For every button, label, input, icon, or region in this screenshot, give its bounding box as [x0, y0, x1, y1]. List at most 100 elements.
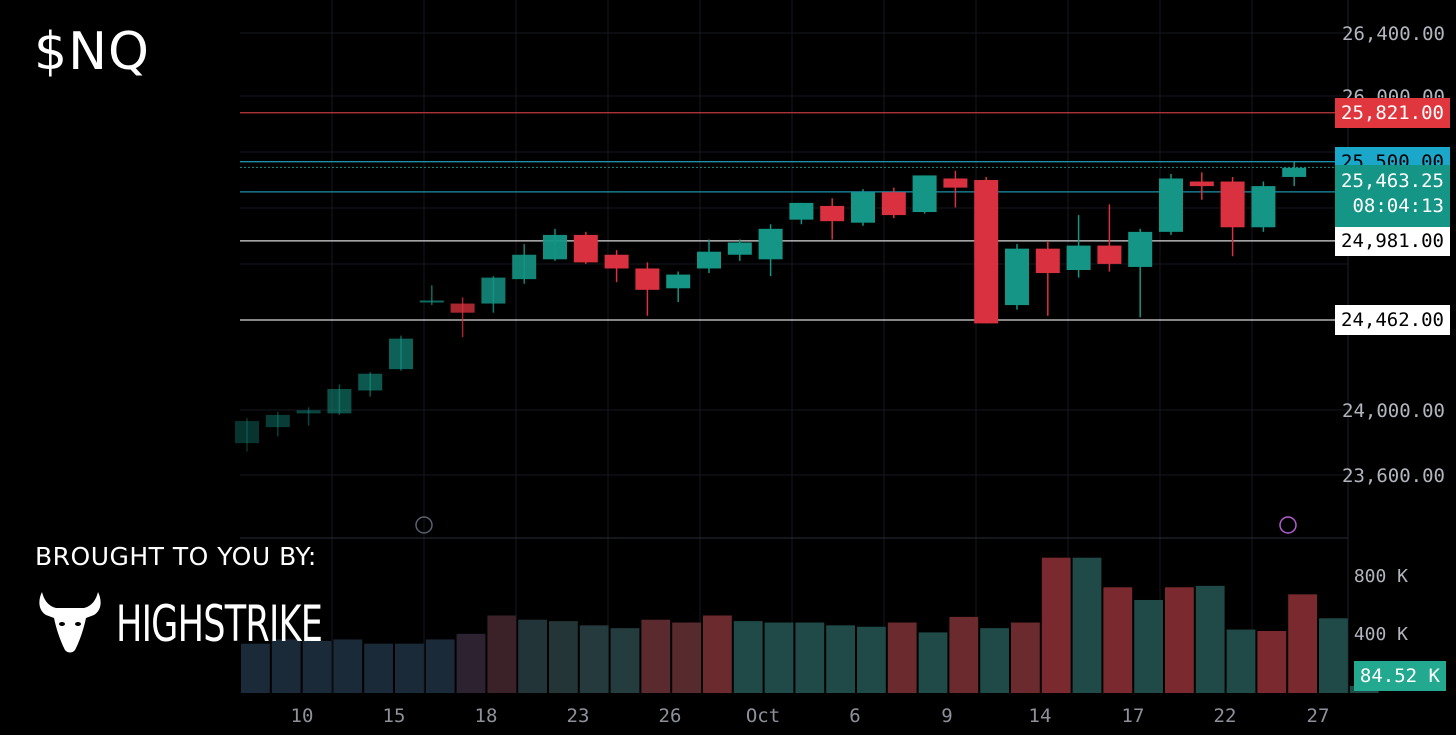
volume-bar — [1165, 587, 1194, 693]
candle-body — [974, 180, 999, 324]
level-price-label: 25,821.00 — [1335, 97, 1450, 128]
candle-body — [1189, 181, 1214, 187]
volume-bar — [887, 622, 917, 693]
volume-bar — [1319, 618, 1348, 693]
candle-body — [943, 178, 968, 188]
volume-bar — [949, 616, 979, 693]
candle-body — [1097, 245, 1122, 264]
level-price-label: 24,981.00 — [1335, 225, 1450, 256]
event-icon — [1279, 516, 1297, 534]
time-tick-label: 15 — [383, 705, 406, 727]
candle-body — [881, 192, 906, 216]
volume-bar — [518, 619, 547, 693]
volume-bar — [364, 643, 393, 693]
last-volume-label: 84.52 K — [1353, 661, 1446, 691]
time-tick-label: 17 — [1122, 705, 1145, 727]
time-tick-label: 27 — [1307, 705, 1330, 727]
candle-body — [912, 175, 937, 213]
candle-body — [450, 303, 475, 313]
candle-body — [389, 338, 413, 370]
candle-body — [1128, 231, 1153, 267]
volume-bar — [826, 625, 855, 693]
candle-body — [327, 388, 352, 414]
time-tick-label: 14 — [1029, 705, 1052, 727]
candle-body — [265, 414, 290, 428]
volume-bar — [579, 625, 609, 693]
volume-bar — [1134, 599, 1163, 693]
volume-bar — [425, 639, 455, 693]
candle-body — [789, 202, 814, 220]
volume-bar — [672, 622, 701, 693]
volume-bar — [395, 643, 424, 693]
candle-body — [604, 254, 629, 269]
volume-bar — [302, 640, 332, 693]
volume-bar — [1011, 622, 1040, 693]
volume-bar — [703, 615, 732, 693]
volume-bar — [857, 626, 886, 693]
volume-bar — [918, 632, 948, 693]
volume-bar — [549, 621, 578, 693]
candle-body — [666, 274, 691, 289]
volume-bar — [610, 628, 640, 693]
candle-body — [573, 234, 598, 263]
last-price-label: 25,463.25 08:04:13 — [1335, 165, 1450, 227]
volume-bar — [241, 643, 270, 693]
candle-body — [635, 268, 660, 290]
candle-body — [758, 228, 783, 260]
volume-bar — [1195, 585, 1225, 693]
time-tick-label: 10 — [291, 705, 314, 727]
candle-body — [235, 421, 259, 444]
candle-body — [1066, 245, 1091, 270]
candle-body — [296, 410, 321, 414]
playback-icon — [415, 516, 433, 534]
volume-bar — [1041, 557, 1071, 693]
level-price-label: 24,462.00 — [1335, 305, 1450, 336]
volume-bar — [487, 615, 517, 693]
volume-tick-label: 800 K — [1354, 566, 1408, 587]
time-tick-label: 9 — [941, 705, 952, 727]
time-tick-label: 26 — [659, 705, 682, 727]
candle-body — [1282, 167, 1307, 177]
candle-body — [1035, 248, 1060, 274]
volume-bar — [764, 622, 794, 693]
candle-body — [512, 254, 537, 280]
candle-body — [1005, 248, 1029, 306]
time-tick-label: 22 — [1214, 705, 1237, 727]
volume-bar — [980, 628, 1009, 693]
price-tick-label: 23,600.00 — [1342, 465, 1445, 487]
price-tick-label: 24,000.00 — [1342, 400, 1445, 422]
time-tick-label: Oct — [746, 705, 780, 727]
candle-body — [727, 242, 752, 255]
volume-bar — [271, 639, 301, 693]
candle-body — [481, 277, 506, 304]
volume-bar — [1257, 630, 1287, 693]
volume-bar — [456, 633, 486, 693]
brand-name: HIGHSTRIKE — [116, 595, 323, 653]
candle-body — [1220, 181, 1245, 228]
candle-body — [1159, 178, 1183, 232]
volume-tick-label: 400 K — [1354, 624, 1408, 645]
ticker-symbol: $NQ — [34, 22, 150, 82]
volume-bar — [795, 622, 825, 693]
volume-bar — [1288, 594, 1317, 693]
candle-body — [820, 205, 845, 222]
candle-body — [419, 300, 444, 303]
candle-body — [697, 251, 721, 269]
time-tick-label: 18 — [475, 705, 498, 727]
time-tick-label: 6 — [849, 705, 860, 727]
sponsor-intro: BROUGHT TO YOU BY: — [35, 542, 317, 571]
time-tick-label: 23 — [567, 705, 590, 727]
volume-bar — [333, 639, 363, 693]
candle-body — [1251, 186, 1276, 228]
candle-body — [851, 192, 875, 223]
volume-bar — [1226, 629, 1256, 693]
candle-body — [543, 234, 567, 260]
candle-body — [358, 373, 383, 391]
bull-logo-icon — [39, 592, 101, 653]
volume-bar — [1072, 557, 1102, 693]
sponsor-brand: HIGHSTRIKE — [34, 588, 380, 660]
volume-bar — [641, 619, 671, 693]
price-tick-label: 26,400.00 — [1342, 23, 1445, 45]
volume-bar — [733, 621, 763, 693]
